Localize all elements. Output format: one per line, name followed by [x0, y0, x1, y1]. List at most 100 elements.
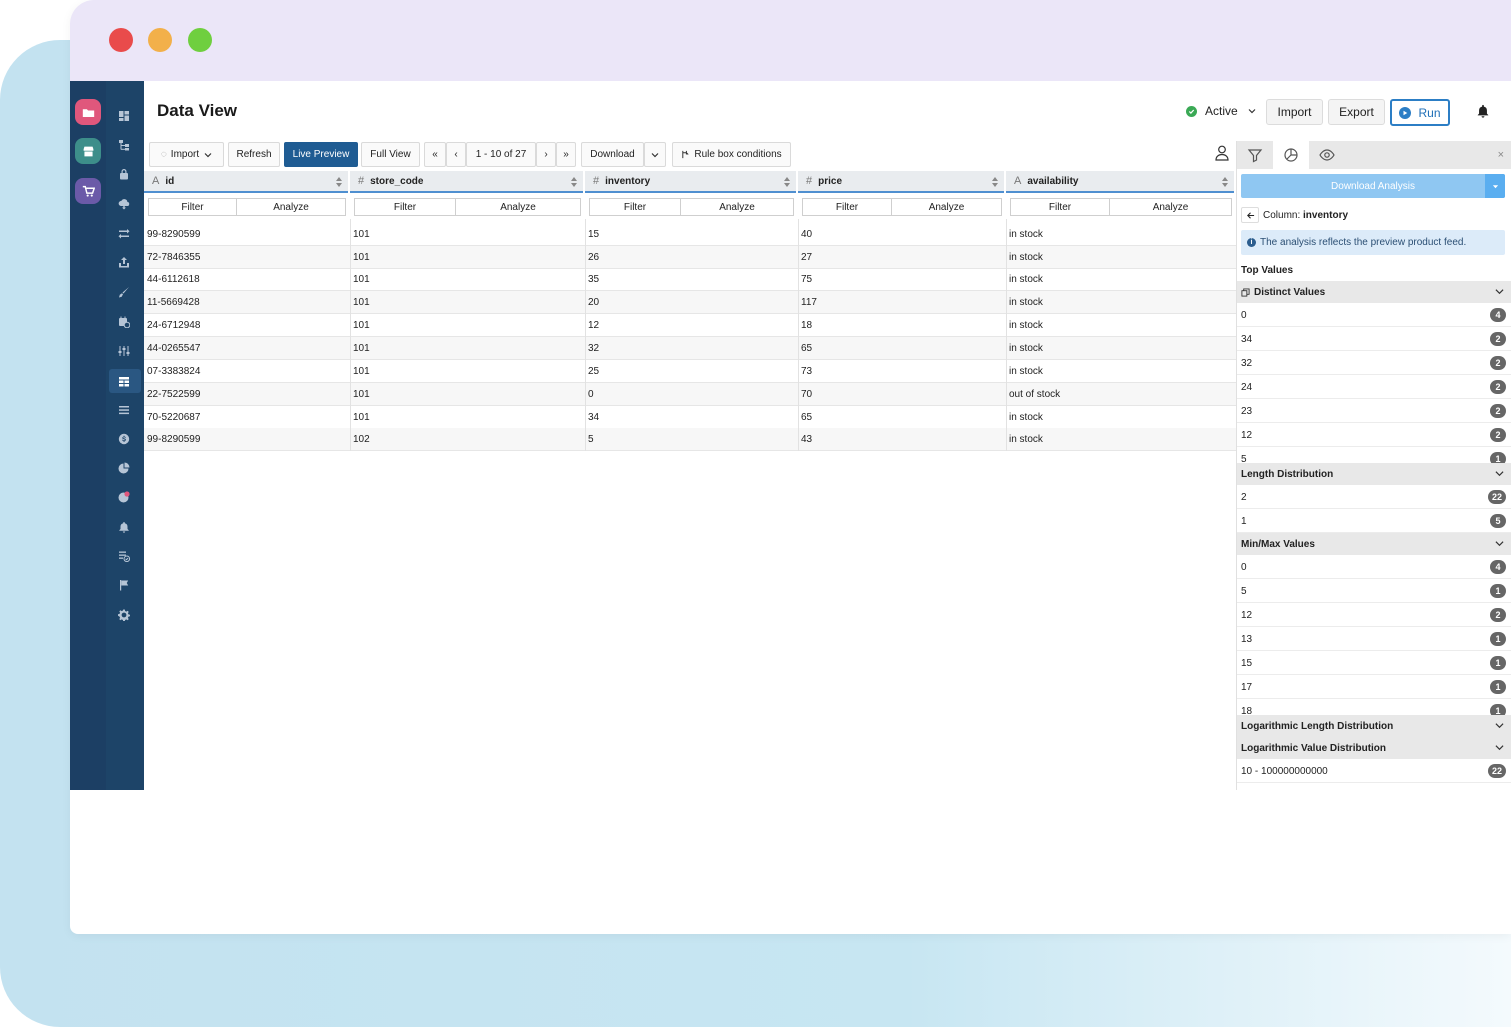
value-row[interactable]: 17 1	[1237, 675, 1511, 699]
column-header-price[interactable]: # price	[798, 171, 1004, 193]
user-icon[interactable]	[1215, 145, 1229, 161]
import-dropdown[interactable]: ◌ Import	[149, 142, 224, 167]
hierarchy-icon[interactable]	[117, 138, 131, 152]
filter-button[interactable]: Filter	[1010, 198, 1110, 216]
folder-app-button[interactable]	[75, 99, 101, 125]
rule-box-button[interactable]: Rule box conditions	[672, 142, 791, 167]
transfer-icon[interactable]	[117, 226, 131, 240]
table-row[interactable]: 72-7846355 101 26 27 in stock	[144, 246, 1236, 269]
table-row[interactable]: 24-6712948 101 12 18 in stock	[144, 314, 1236, 337]
section-loglength[interactable]: Logarithmic Length Distribution	[1237, 715, 1511, 737]
dashboard-icon[interactable]	[117, 109, 131, 123]
sort-icon[interactable]	[784, 177, 790, 187]
section-minmax[interactable]: Min/Max Values	[1237, 533, 1511, 555]
value-row[interactable]: 34 2	[1237, 327, 1511, 351]
table-cell-inventory: 12	[588, 320, 600, 331]
sliders-icon[interactable]	[117, 344, 131, 358]
analyze-button[interactable]: Analyze	[237, 198, 346, 216]
refresh-button[interactable]: Refresh	[228, 142, 280, 167]
prev-page-button[interactable]: ‹	[446, 142, 466, 167]
value-row[interactable]: 23 2	[1237, 399, 1511, 423]
brush-icon[interactable]	[117, 285, 131, 299]
schedule-icon[interactable]	[117, 315, 131, 329]
table-row[interactable]: 22-7522599 101 0 70 out of stock	[144, 383, 1236, 406]
close-panel-button[interactable]: ×	[1497, 149, 1504, 161]
download-menu-button[interactable]	[644, 142, 666, 167]
download-analysis-menu[interactable]	[1485, 174, 1505, 198]
first-page-button[interactable]: «	[424, 142, 446, 167]
section-logvalue[interactable]: Logarithmic Value Distribution	[1237, 737, 1511, 759]
section-length[interactable]: Length Distribution	[1237, 463, 1511, 485]
tab-preview[interactable]	[1309, 141, 1345, 169]
download-button[interactable]: Download	[581, 142, 644, 167]
filter-button[interactable]: Filter	[148, 198, 237, 216]
upload-icon[interactable]	[117, 255, 131, 269]
table-row[interactable]: 44-6112618 101 35 75 in stock	[144, 268, 1236, 291]
next-page-button[interactable]: ›	[536, 142, 556, 167]
zoom-window-button[interactable]	[188, 28, 212, 52]
list-icon[interactable]	[117, 403, 131, 417]
last-page-button[interactable]: »	[556, 142, 576, 167]
filter-button[interactable]: Filter	[354, 198, 456, 216]
value-row[interactable]: 13 1	[1237, 627, 1511, 651]
analyze-button[interactable]: Analyze	[681, 198, 794, 216]
run-button[interactable]: Run	[1390, 99, 1450, 126]
section-distinct[interactable]: Distinct Values	[1237, 281, 1511, 303]
dollar-icon[interactable]	[117, 432, 131, 446]
bell-icon[interactable]	[117, 520, 131, 534]
table-row[interactable]: 07-3383824 101 25 73 in stock	[144, 360, 1236, 383]
sort-icon[interactable]	[1222, 177, 1228, 187]
table-icon[interactable]	[117, 375, 131, 389]
back-button[interactable]	[1241, 207, 1259, 223]
value-row[interactable]: 15 1	[1237, 651, 1511, 675]
sort-icon[interactable]	[336, 177, 342, 187]
value-row[interactable]: 24 2	[1237, 375, 1511, 399]
tab-analysis[interactable]	[1273, 141, 1309, 169]
sort-icon[interactable]	[992, 177, 998, 187]
download-analysis-button[interactable]: Download Analysis	[1241, 174, 1505, 198]
analyze-button[interactable]: Analyze	[1110, 198, 1232, 216]
status-dropdown[interactable]: Active	[1186, 104, 1256, 118]
table-row[interactable]: 99-8290599 101 15 40 in stock	[144, 223, 1236, 246]
column-header-inventory[interactable]: # inventory	[585, 171, 796, 193]
export-button[interactable]: Export	[1328, 99, 1385, 125]
settings-icon[interactable]	[117, 608, 131, 622]
analyze-button[interactable]: Analyze	[456, 198, 581, 216]
filter-button[interactable]: Filter	[589, 198, 681, 216]
filter-button[interactable]: Filter	[802, 198, 892, 216]
full-view-button[interactable]: Full View	[361, 142, 420, 167]
close-window-button[interactable]	[109, 28, 133, 52]
alert-chart-icon[interactable]	[117, 490, 131, 504]
sort-icon[interactable]	[571, 177, 577, 187]
store-app-button[interactable]	[75, 138, 101, 164]
page-title: Data View	[157, 101, 238, 120]
pie-chart-icon[interactable]	[117, 461, 131, 475]
table-row[interactable]: 99-8290599 102 5 43 in stock	[144, 428, 1236, 451]
lock-icon[interactable]	[117, 167, 131, 181]
table-row[interactable]: 70-5220687 101 34 65 in stock	[144, 406, 1236, 429]
notifications-bell-icon[interactable]	[1476, 104, 1490, 118]
value-row[interactable]: 12 2	[1237, 423, 1511, 447]
value-row[interactable]: 32 2	[1237, 351, 1511, 375]
cart-app-button[interactable]	[75, 178, 101, 204]
table-row[interactable]: 11-5669428 101 20 117 in stock	[144, 291, 1236, 314]
table-row[interactable]: 44-0265547 101 32 65 in stock	[144, 337, 1236, 360]
live-preview-button[interactable]: Live Preview	[284, 142, 358, 167]
flag-icon[interactable]	[117, 578, 131, 592]
minimize-window-button[interactable]	[148, 28, 172, 52]
value-row[interactable]: 2 22	[1237, 485, 1511, 509]
value-row[interactable]: 10 - 100000000000 22	[1237, 759, 1511, 783]
column-header-store_code[interactable]: # store_code	[350, 171, 583, 193]
value-row[interactable]: 12 2	[1237, 603, 1511, 627]
import-button[interactable]: Import	[1266, 99, 1323, 125]
cloud-download-icon[interactable]	[117, 197, 131, 211]
analyze-button[interactable]: Analyze	[892, 198, 1002, 216]
checklist-icon[interactable]	[117, 549, 131, 563]
tab-filter[interactable]	[1237, 141, 1273, 169]
